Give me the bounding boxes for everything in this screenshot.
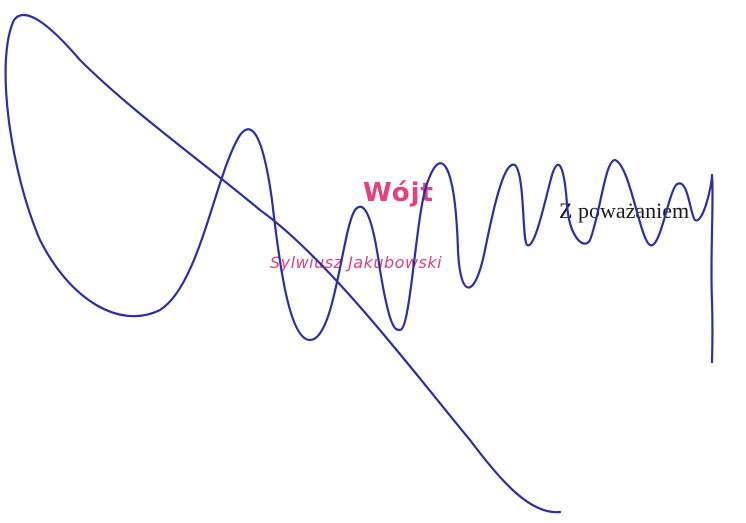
stamp-title: Wójt xyxy=(363,178,434,208)
stamp-name: Sylwiusz Jakubowski xyxy=(270,253,443,272)
closing-phrase: Z poważaniem xyxy=(559,198,690,223)
official-stamp: Wójt Sylwiusz Jakubowski xyxy=(270,176,570,286)
